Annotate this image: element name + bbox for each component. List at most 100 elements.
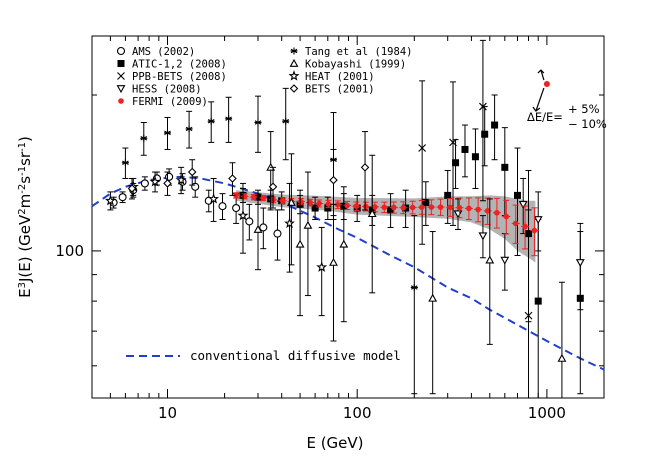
- marker-filled-circle: [456, 204, 463, 211]
- marker-filled-circle: [400, 204, 407, 211]
- marker-filled-square: [534, 297, 542, 305]
- marker-filled-circle: [531, 227, 538, 234]
- legend-label: HESS (2008): [132, 84, 202, 96]
- marker-diamond: [228, 174, 237, 183]
- marker-cross: [524, 311, 533, 320]
- marker-star: [149, 176, 161, 187]
- marker-triangle: [253, 224, 263, 233]
- marker-filled-circle: [428, 204, 435, 210]
- model-legend-label: conventional diffusive model: [190, 348, 401, 363]
- annotation-minus: − 10%: [568, 117, 607, 131]
- marker-triangle: [428, 293, 438, 302]
- marker-star: [284, 217, 295, 229]
- marker-filled-circle: [233, 192, 239, 199]
- marker-filled-square: [491, 121, 499, 129]
- marker-triangle: [339, 239, 349, 248]
- marker-filled-circle: [353, 203, 360, 209]
- marker-filled-circle: [466, 205, 472, 212]
- marker-diamond: [329, 175, 338, 185]
- marker-filled-circle: [325, 201, 332, 207]
- marker-filled-circle: [298, 198, 304, 205]
- marker-diamond: [268, 182, 278, 192]
- marker-filled-circle: [522, 223, 528, 230]
- marker-filled-circle: [334, 201, 341, 208]
- marker-cross: [479, 102, 487, 111]
- y-label-sup: -1: [17, 142, 28, 152]
- y-label-part: E: [16, 288, 34, 297]
- y-label-part: ): [16, 136, 34, 142]
- marker-diamond: [127, 184, 137, 193]
- legend-label: AMS (2002): [132, 46, 195, 58]
- marker-down-triangle: [533, 216, 543, 225]
- legend-label: Tang et al (1984): [305, 46, 412, 58]
- y-label-part: J(E) (GeV: [16, 214, 34, 283]
- series-open-diamond: [127, 131, 370, 217]
- marker-star: [288, 70, 300, 81]
- series-open-down-triangle: [453, 177, 585, 311]
- annotation-label: ΔE/E=: [527, 110, 563, 124]
- annotation-arrow-up-head: [537, 69, 545, 74]
- legend-label: BETS (2001): [305, 84, 375, 96]
- axes: 10 100 1000 100: [55, 36, 605, 422]
- model-legend: conventional diffusive model: [126, 348, 401, 363]
- marker-filled-circle: [118, 98, 124, 104]
- marker-open-circle: [165, 172, 174, 181]
- marker-cross: [418, 144, 427, 152]
- marker-triangle: [295, 239, 305, 248]
- plot-frame: [91, 35, 605, 399]
- marker-triangle: [557, 353, 567, 362]
- marker-star: [237, 209, 249, 221]
- marker-filled-circle: [362, 203, 369, 210]
- marker-filled-circle: [279, 197, 286, 204]
- marker-open-circle: [118, 193, 127, 202]
- marker-filled-square: [461, 145, 469, 153]
- marker-diamond: [360, 163, 370, 172]
- marker-filled-circle: [484, 208, 491, 214]
- marker-diamond: [289, 84, 299, 93]
- legend-label: ATIC-1,2 (2008): [132, 59, 227, 71]
- annotation-arrow-up: [540, 69, 545, 81]
- marker-triangle: [367, 209, 377, 218]
- legend-label: FERMI (2009): [132, 96, 208, 108]
- marker-open-circle: [116, 46, 126, 56]
- marker-filled-square: [471, 153, 479, 161]
- marker-filled-square: [452, 159, 460, 167]
- y-label-part: m: [16, 194, 34, 209]
- legend-label: PPB-BETS (2008): [132, 71, 227, 83]
- annotation-arrow-down-head: [532, 106, 541, 112]
- marker-filled-circle: [391, 204, 397, 211]
- y-label-sup: 2: [17, 208, 28, 214]
- annotation-plus: + 5%: [568, 102, 600, 116]
- marker-star: [175, 174, 187, 185]
- x-tick-label: 1000: [528, 404, 566, 422]
- marker-filled-circle: [372, 204, 378, 210]
- series-open-triangle: [253, 131, 567, 398]
- y-label-sup: 3: [17, 282, 28, 288]
- marker-star: [104, 194, 116, 206]
- marker-filled-circle: [494, 209, 500, 216]
- marker-filled-circle: [344, 202, 350, 209]
- marker-triangle: [289, 58, 299, 67]
- marker-filled-square: [501, 163, 509, 171]
- x-axis-label: E (GeV): [306, 434, 363, 452]
- data-points: [104, 39, 585, 398]
- marker-star: [316, 261, 328, 272]
- marker-filled-circle: [475, 206, 481, 213]
- annotation-arrow-down: [535, 87, 545, 112]
- series-open-star: [104, 166, 328, 317]
- y-label-sup: -2: [17, 184, 28, 194]
- marker-star: [208, 193, 220, 204]
- marker-open-circle: [259, 223, 268, 232]
- marker-cross: [117, 72, 125, 80]
- marker-down-triangle: [575, 259, 585, 268]
- y-label-part: s: [16, 176, 34, 184]
- y-label-part: sr: [16, 151, 34, 166]
- marker-filled-circle: [503, 213, 510, 220]
- marker-down-triangle: [500, 256, 510, 265]
- marker-filled-circle: [316, 200, 322, 207]
- y-label-sup: -1: [17, 166, 28, 176]
- legend-label: Kobayashi (1999): [305, 59, 406, 71]
- series-cross: [418, 39, 533, 398]
- x-tick-label: 10: [158, 404, 177, 422]
- marker-filled-circle: [409, 204, 416, 211]
